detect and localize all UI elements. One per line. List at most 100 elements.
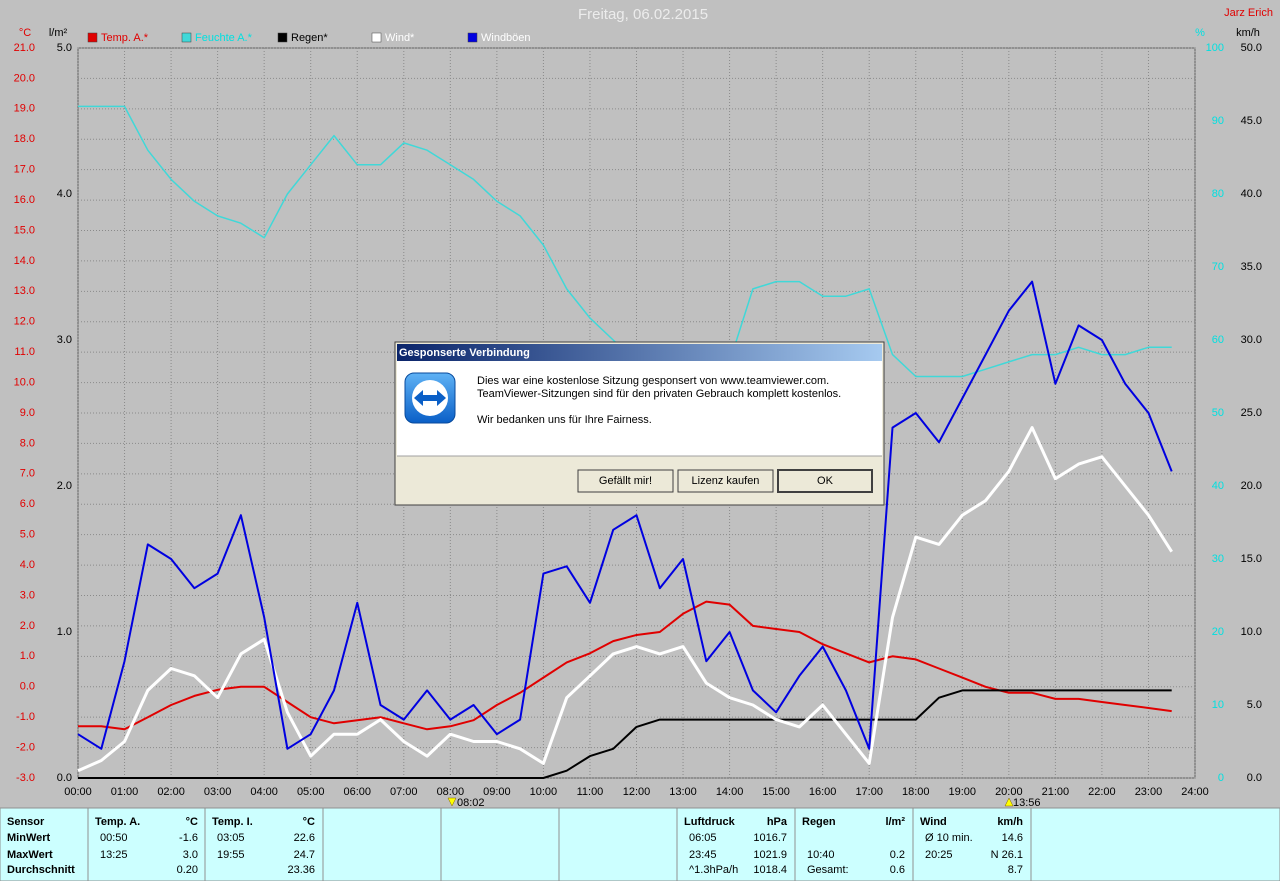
- x-tick-label: 07:00: [390, 786, 418, 798]
- legend-label: Wind*: [385, 32, 415, 44]
- y-tick-label: 18.0: [14, 133, 35, 145]
- cell-time: Ø 10 min.: [925, 832, 973, 844]
- y2-tick-label: 5.0: [57, 42, 72, 54]
- legend-label: Temp. A.*: [101, 32, 149, 44]
- y2-tick-label: 2.0: [57, 480, 72, 492]
- annotation-text: 08:02: [457, 797, 485, 809]
- button[interactable]: OK: [777, 469, 873, 493]
- marker-icon: [1004, 797, 1014, 807]
- dialog-titlebar: [397, 344, 882, 361]
- column-header: Temp. I.: [212, 816, 253, 828]
- x-tick-label: 17:00: [855, 786, 883, 798]
- summary-table: Sensor MinWert MaxWert Durchschnitt Temp. A.…: [0, 807, 1280, 881]
- annotation-text: 13:56: [1013, 797, 1041, 809]
- button[interactable]: Lizenz kaufen: [677, 469, 774, 493]
- y-tick-label: 20.0: [14, 72, 35, 84]
- y-tick-label: 4.0: [20, 559, 35, 571]
- cell-time: 19:55: [217, 849, 245, 861]
- column-unit: km/h: [997, 816, 1023, 828]
- axis-unit: l/m²: [49, 27, 68, 39]
- row-label: Sensor: [7, 816, 45, 828]
- button-frame[interactable]: [577, 469, 674, 493]
- dialog-body: [397, 361, 882, 456]
- cell-value: 8.7: [1008, 864, 1023, 876]
- x-tick-label: 04:00: [250, 786, 278, 798]
- y-tick-label: 2.0: [20, 620, 35, 632]
- legend-label: Windböen: [481, 32, 531, 44]
- y-tick-label: 6.0: [20, 498, 35, 510]
- y-tick-label: 19.0: [14, 103, 35, 115]
- x-tick-label: 12:00: [623, 786, 651, 798]
- y4-tick-label: 30.0: [1241, 334, 1262, 346]
- button-label[interactable]: Lizenz kaufen: [692, 475, 760, 487]
- y-tick-label: -1.0: [16, 711, 35, 723]
- y2-tick-label: 4.0: [57, 188, 72, 200]
- row-label: MaxWert: [7, 849, 53, 861]
- cell-value: 1018.4: [753, 864, 787, 876]
- x-tick-label: 23:00: [1135, 786, 1163, 798]
- x-tick-label: 11:00: [577, 786, 604, 798]
- column-header: Temp. A.: [95, 816, 140, 828]
- y-tick-label: 21.0: [14, 42, 35, 54]
- dialog-text: TeamViewer-Sitzungen sind für den privat…: [477, 388, 841, 400]
- cell-value: 1021.9: [753, 849, 787, 861]
- cell-value: 22.6: [294, 832, 315, 844]
- x-tick-label: 18:00: [902, 786, 930, 798]
- column-header: Wind: [920, 816, 947, 828]
- cell-value: 0.2: [890, 849, 905, 861]
- y3-tick-label: 20: [1212, 626, 1224, 638]
- x-tick-label: 21:00: [1042, 786, 1070, 798]
- legend-swatch: [181, 32, 192, 43]
- cell-value: 0.20: [177, 864, 198, 876]
- legend-label: Regen*: [291, 32, 328, 44]
- x-tick-label: 06:00: [343, 786, 371, 798]
- x-tick-label: 00:00: [64, 786, 92, 798]
- button[interactable]: Gefällt mir!: [577, 469, 674, 493]
- y3-tick-label: 60: [1212, 334, 1224, 346]
- y2-tick-label: 1.0: [57, 626, 72, 638]
- y-tick-label: 13.0: [14, 285, 35, 297]
- legend-label: Feuchte A.*: [195, 32, 253, 44]
- legend-swatch: [277, 32, 288, 43]
- y3-tick-label: 30: [1212, 553, 1224, 565]
- y4-tick-label: 45.0: [1241, 115, 1262, 127]
- button-frame[interactable]: [677, 469, 774, 493]
- y3-tick-label: 80: [1212, 188, 1224, 200]
- x-tick-label: 15:00: [762, 786, 790, 798]
- cell-time: 23:45: [689, 849, 717, 861]
- legend-swatch: [467, 32, 478, 43]
- series-line: [77, 426, 1173, 773]
- series-line: [78, 689, 1172, 779]
- series-line: [77, 280, 1173, 750]
- button-label[interactable]: Gefällt mir!: [599, 475, 652, 487]
- marker-icon: [447, 797, 457, 807]
- y-tick-label: 10.0: [14, 376, 35, 388]
- y-tick-label: 12.0: [14, 316, 35, 328]
- y4-tick-label: 25.0: [1241, 407, 1262, 419]
- y4-tick-label: 20.0: [1241, 480, 1262, 492]
- cell-value: 0.6: [890, 864, 905, 876]
- y3-tick-label: 90: [1212, 115, 1224, 127]
- button-label[interactable]: OK: [817, 475, 834, 487]
- x-tick-label: 24:00: [1181, 786, 1209, 798]
- annotation: 08:02 13:56: [447, 797, 1041, 809]
- icon-arrows: [414, 390, 446, 406]
- y3-tick-label: 70: [1212, 261, 1224, 273]
- cell-time: 00:50: [100, 832, 128, 844]
- y2-tick-label: 0.0: [57, 772, 72, 784]
- y4-tick-label: 5.0: [1247, 699, 1262, 711]
- cell-value: 14.6: [1002, 832, 1023, 844]
- axis-unit: %: [1195, 27, 1205, 39]
- legend-swatch: [371, 32, 382, 43]
- cell-value: 24.7: [294, 849, 315, 861]
- y4-tick-label: 50.0: [1241, 42, 1262, 54]
- x-tick-label: 19:00: [949, 786, 977, 798]
- x-tick-label: 22:00: [1088, 786, 1116, 798]
- y-tick-label: 3.0: [20, 589, 35, 601]
- cell-value: 23.36: [287, 864, 315, 876]
- button-frame[interactable]: [777, 469, 873, 493]
- cell-value: 1016.7: [753, 832, 787, 844]
- column-unit: hPa: [767, 816, 788, 828]
- column-unit: °C: [186, 816, 198, 828]
